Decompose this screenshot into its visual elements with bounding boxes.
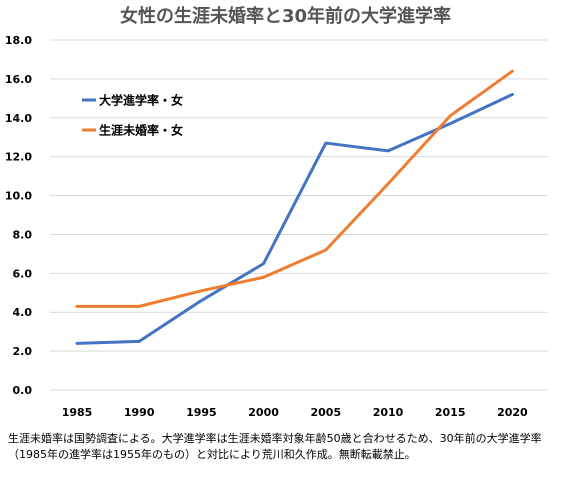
x-tick-label: 2010 <box>373 406 404 419</box>
legend-label-0: 大学進学率・女 <box>99 93 183 108</box>
y-tick-label: 18.0 <box>5 34 32 47</box>
y-tick-label: 6.0 <box>13 267 33 280</box>
x-tick-label: 1990 <box>124 406 155 419</box>
x-tick-label: 2005 <box>310 406 341 419</box>
y-axis-ticks: 0.0 2.0 4.0 6.0 8.0 10.0 12.0 14.0 16.0 18.0 <box>5 34 32 397</box>
series-line-1 <box>75 69 514 308</box>
x-tick-label: 2000 <box>248 406 279 419</box>
y-tick-label: 16.0 <box>5 73 32 86</box>
x-axis-ticks: 1985 1990 1995 2000 2005 2010 2015 2020 <box>62 406 528 419</box>
x-tick-label: 2015 <box>435 406 466 419</box>
chart-title: 女性の生涯未婚率と30年前の大学進学率 <box>119 6 452 27</box>
y-tick-label: 10.0 <box>5 190 32 203</box>
x-tick-label: 1985 <box>62 406 93 419</box>
legend-label-1: 生涯未婚率・女 <box>99 123 183 138</box>
series-lines <box>75 69 514 345</box>
footnote: 生涯未婚率は国勢調査による。大学進学率は生涯未婚率対象年齢50歳と合わせるため、… <box>8 432 542 461</box>
y-tick-label: 12.0 <box>5 151 32 164</box>
y-tick-label: 2.0 <box>13 345 33 358</box>
y-tick-label: 0.0 <box>13 384 33 397</box>
y-tick-label: 4.0 <box>13 306 33 319</box>
x-tick-label: 1995 <box>186 406 217 419</box>
gridlines <box>50 39 548 391</box>
y-tick-label: 14.0 <box>5 112 32 125</box>
x-tick-label: 2020 <box>497 406 528 419</box>
y-tick-label: 8.0 <box>13 228 33 241</box>
